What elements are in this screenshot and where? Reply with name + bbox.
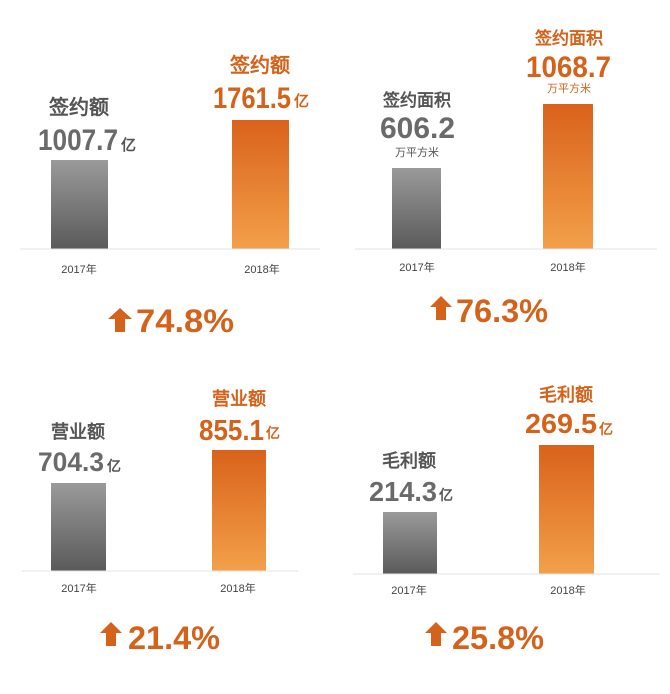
chart-svg: 签约额 1007.7 亿 签约额 1761.5 亿 2017年 2018年 74… [20, 53, 320, 339]
unit-2017: 亿 [121, 136, 136, 154]
bar-2018 [212, 450, 266, 571]
value-2018: 269.5 [525, 408, 597, 439]
unit-2017: 万平方米 [395, 145, 439, 159]
label-2018: 毛利额 [539, 384, 593, 405]
tick-2017: 2017年 [391, 583, 426, 597]
label-2017: 签约面积 [382, 90, 451, 110]
bar-2018 [539, 445, 594, 574]
up-arrow-icon [108, 308, 132, 332]
value-2017: 606.2 [380, 112, 455, 145]
tick-2017: 2017年 [61, 581, 96, 595]
value-2017: 704.3 [38, 447, 104, 477]
value-2018: 1068.7 [526, 51, 611, 84]
unit-2018: 亿 [294, 92, 309, 110]
label-2017: 营业额 [51, 421, 105, 442]
bar-2017 [51, 160, 108, 249]
value-2018: 1761.5 [213, 82, 291, 115]
up-arrow-icon [425, 622, 447, 646]
value-2017: 1007.7 [38, 124, 118, 157]
bar-2017 [392, 168, 441, 249]
growth-rate: 25.8% [452, 620, 544, 656]
unit-2017: 亿 [439, 487, 453, 503]
bar-2018 [543, 104, 593, 249]
bar-2017 [383, 512, 437, 574]
label-2018: 营业额 [212, 388, 266, 409]
chart-panel-gross-profit: 毛利额 214.3 亿 毛利额 269.5 亿 2017年 2018年 25.8… [335, 347, 670, 694]
chart-svg: 营业额 704.3 亿 营业额 855.1 亿 2017年 2018年 21.4… [22, 388, 298, 656]
growth-rate: 76.3% [456, 293, 548, 329]
tick-2017: 2017年 [399, 260, 434, 274]
label-2018: 签约面积 [534, 28, 603, 48]
growth-rate: 74.8% [136, 303, 234, 339]
label-2017: 毛利额 [382, 450, 436, 471]
chart-panel-revenue: 营业额 704.3 亿 营业额 855.1 亿 2017年 2018年 21.4… [0, 347, 335, 694]
bar-2018 [232, 120, 289, 249]
tick-2017: 2017年 [61, 262, 96, 276]
growth-rate: 21.4% [128, 620, 220, 656]
unit-2017: 亿 [107, 458, 121, 474]
tick-2018: 2018年 [244, 262, 279, 276]
chart-svg: 签约面积 606.2 万平方米 签约面积 1068.7 万平方米 2017年 2… [355, 28, 657, 329]
tick-2018: 2018年 [220, 581, 255, 595]
label-2018: 签约额 [229, 53, 290, 77]
tick-2018: 2018年 [550, 583, 585, 597]
unit-2018: 亿 [266, 425, 280, 441]
chart-panel-contract-area: 签约面积 606.2 万平方米 签约面积 1068.7 万平方米 2017年 2… [335, 0, 670, 347]
value-2017: 214.3 [369, 476, 437, 507]
chart-panel-contract-amount: 签约额 1007.7 亿 签约额 1761.5 亿 2017年 2018年 74… [0, 0, 335, 347]
value-2018: 855.1 [199, 415, 264, 447]
up-arrow-icon [430, 296, 452, 320]
label-2017: 签约额 [48, 95, 109, 119]
tick-2018: 2018年 [550, 260, 585, 274]
up-arrow-icon [100, 622, 122, 646]
chart-svg: 毛利额 214.3 亿 毛利额 269.5 亿 2017年 2018年 25.8… [353, 384, 660, 656]
bar-2017 [51, 483, 106, 571]
unit-2018: 万平方米 [547, 81, 591, 95]
unit-2018: 亿 [599, 421, 613, 437]
